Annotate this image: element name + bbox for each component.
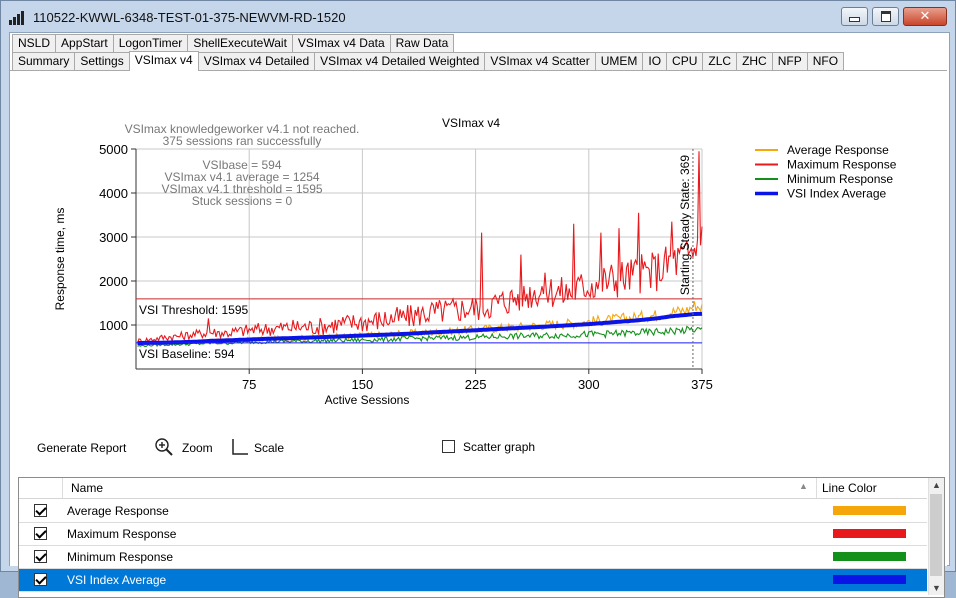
tab-vsimax-v4-data[interactable]: VSImax v4 Data	[291, 34, 391, 52]
tab-umem[interactable]: UMEM	[594, 52, 644, 70]
tab-row-2: Summary Settings VSImax v4 VSImax v4 Detail…	[12, 51, 845, 71]
scroll-up-icon[interactable]: ▲	[932, 480, 941, 490]
threshold-label: VSI Threshold: 1595	[139, 303, 249, 317]
generate-report-button[interactable]: Generate Report	[37, 441, 127, 455]
tab-shellexecutewait[interactable]: ShellExecuteWait	[187, 34, 293, 52]
legend-label: Maximum Response	[787, 158, 897, 172]
series-line-minimum-response	[137, 325, 703, 348]
row-checkbox[interactable]	[34, 527, 47, 540]
tab-vsimax-v4-detailed[interactable]: VSImax v4 Detailed	[197, 52, 316, 70]
row-checkbox[interactable]	[34, 550, 47, 563]
app-window: 110522-KWWL-6348-TEST-01-375-NEWVM-RD-15…	[0, 0, 956, 572]
maximize-button[interactable]	[872, 7, 899, 26]
y-tick-label: 3000	[99, 230, 128, 245]
tab-vsimax-v4-scatter[interactable]: VSImax v4 Scatter	[484, 52, 596, 70]
scale-label: Scale	[254, 441, 285, 455]
chart-annotation: VSImax v4.1 threshold = 1595	[161, 182, 322, 196]
scatter-graph-label: Scatter graph	[463, 440, 536, 454]
baseline-label: VSI Baseline: 594	[139, 347, 235, 361]
series-line-vsi-index-average	[137, 311, 703, 345]
close-icon: ✕	[919, 9, 931, 24]
x-tick-label: 375	[691, 377, 713, 392]
tab-cpu[interactable]: CPU	[666, 52, 704, 70]
chart-title: VSImax v4	[442, 116, 500, 130]
grid-row[interactable]: Average Response	[19, 500, 927, 523]
column-header-name[interactable]: Name	[71, 481, 104, 495]
row-checkbox[interactable]	[34, 573, 47, 586]
sort-arrow-icon: ▲	[799, 481, 808, 491]
scatter-graph-checkbox-box[interactable]	[442, 440, 455, 453]
zoom-label: Zoom	[182, 441, 213, 455]
x-tick-label: 300	[578, 377, 600, 392]
grid-row[interactable]: VSI Index Average	[19, 569, 927, 592]
grid-row[interactable]: Maximum Response	[19, 523, 927, 546]
maximize-icon	[880, 11, 891, 22]
tab-raw-data[interactable]: Raw Data	[389, 34, 455, 52]
legend-label: VSI Index Average	[787, 187, 887, 201]
tab-appstart[interactable]: AppStart	[55, 34, 114, 52]
tab-vsimax-v4[interactable]: VSImax v4	[128, 51, 199, 71]
bar-chart-icon	[9, 11, 25, 25]
legend-label: Minimum Response	[787, 172, 893, 186]
vsimax-chart: 75 150 225 300 375 1000 2000 3000 4000 5000 VSImax…	[53, 116, 897, 407]
tab-zhc[interactable]: ZHC	[736, 52, 773, 70]
y-tick-label: 5000	[99, 142, 128, 157]
row-name: VSI Index Average	[67, 573, 167, 587]
title-bar: 110522-KWWL-6348-TEST-01-375-NEWVM-RD-15…	[1, 1, 955, 33]
line-color-swatch[interactable]	[833, 575, 906, 584]
y-axis-label: Response time, ms	[53, 208, 67, 311]
x-tick-label: 225	[465, 377, 487, 392]
chart-annotation: VSImax v4.1 average = 1254	[164, 170, 319, 184]
line-color-swatch[interactable]	[833, 506, 906, 515]
series-line-maximum-response	[136, 151, 703, 344]
legend-label: Average Response	[787, 143, 889, 157]
client-area: NSLD AppStart LogonTimer ShellExecuteWait VS…	[9, 32, 950, 598]
line-color-swatch[interactable]	[833, 529, 906, 538]
grid-row[interactable]: Minimum Response	[19, 546, 927, 569]
grid-header: Name ▲ Line Color	[19, 478, 927, 499]
minimize-button[interactable]	[841, 7, 868, 26]
tab-settings[interactable]: Settings	[74, 52, 130, 70]
tab-row-1: NSLD AppStart LogonTimer ShellExecuteWait VS…	[12, 34, 455, 53]
series-grid: Name ▲ Line Color Average Response Maximu…	[18, 477, 945, 598]
chart-annotation: Stuck sessions = 0	[192, 194, 293, 208]
window-title: 110522-KWWL-6348-TEST-01-375-NEWVM-RD-15…	[33, 10, 346, 25]
line-color-swatch[interactable]	[833, 552, 906, 561]
tab-io[interactable]: IO	[642, 52, 668, 70]
y-tick-label: 2000	[99, 274, 128, 289]
zoom-icon	[155, 438, 173, 456]
scale-icon	[232, 439, 248, 455]
tab-logontimer[interactable]: LogonTimer	[112, 34, 189, 52]
y-tick-label: 1000	[99, 318, 128, 333]
y-tick-label: 4000	[99, 186, 128, 201]
tab-nfo[interactable]: NFO	[806, 52, 845, 70]
x-tick-label: 150	[352, 377, 374, 392]
chart-annotation: 375 sessions ran successfully	[163, 134, 322, 148]
row-name: Maximum Response	[67, 527, 177, 541]
row-checkbox[interactable]	[34, 504, 47, 517]
row-name: Average Response	[67, 504, 169, 518]
tab-summary[interactable]: Summary	[12, 52, 76, 70]
minimize-icon	[849, 17, 860, 22]
scroll-down-icon[interactable]: ▼	[932, 583, 941, 593]
row-name: Minimum Response	[67, 550, 174, 564]
x-axis-label: Active Sessions	[325, 393, 410, 407]
x-tick-label: 75	[242, 377, 256, 392]
tab-vsimax-v4-detailed-weighted[interactable]: VSImax v4 Detailed Weighted	[314, 52, 486, 70]
tab-nfp[interactable]: NFP	[771, 52, 808, 70]
grid-scrollbar[interactable]: ▲ ▼	[928, 478, 944, 595]
column-header-line-color[interactable]: Line Color	[822, 481, 877, 495]
tab-nsld[interactable]: NSLD	[12, 34, 57, 52]
close-button[interactable]: ✕	[903, 7, 947, 26]
chart-annotation: VSImax knowledgeworker v4.1 not reached.	[125, 122, 360, 136]
steady-state-label: Starting Steady State: 369	[678, 155, 692, 295]
tab-panel: 75 150 225 300 375 1000 2000 3000 4000 5000 VSImax…	[10, 70, 947, 598]
chart-annotation: VSIbase = 594	[202, 158, 281, 172]
scroll-thumb[interactable]	[930, 494, 942, 576]
tab-zlc[interactable]: ZLC	[702, 52, 738, 70]
